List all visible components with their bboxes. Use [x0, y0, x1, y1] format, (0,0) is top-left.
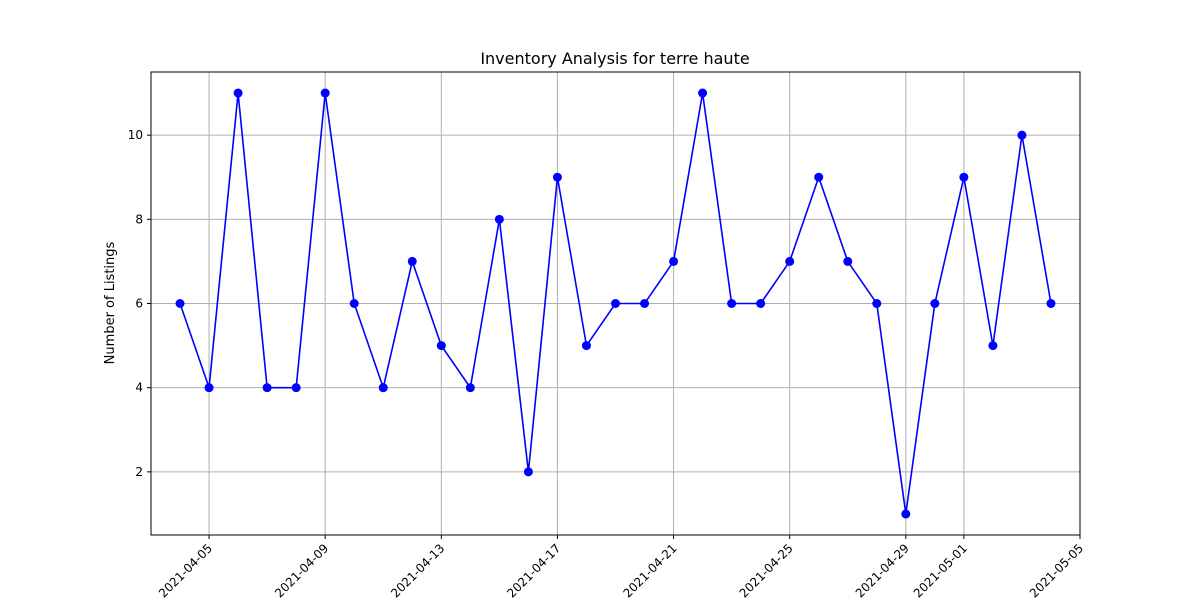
x-tick-label: 2021-04-21 [620, 541, 679, 600]
data-point [756, 299, 766, 308]
data-point [465, 383, 475, 393]
data-point [1017, 130, 1027, 140]
data-point [552, 172, 562, 182]
data-point [436, 341, 446, 351]
data-point [523, 467, 533, 477]
y-tick-label: 4 [135, 381, 143, 395]
data-point [233, 88, 243, 98]
data-point [814, 172, 824, 182]
x-tick-label: 2021-04-29 [853, 541, 912, 600]
y-tick-label: 8 [135, 212, 143, 226]
data-point [872, 299, 882, 308]
data-point [959, 172, 969, 182]
x-tick-label: 2021-05-01 [911, 541, 970, 600]
grid [151, 72, 1081, 535]
plot-frame [150, 71, 1081, 536]
data-point [640, 299, 650, 308]
x-tick-label: 2021-04-17 [504, 541, 563, 600]
data-point [988, 341, 998, 351]
data-point [1046, 299, 1056, 308]
data-point [785, 256, 795, 266]
x-tick-label: 2021-05-05 [1027, 541, 1086, 600]
data-point [349, 299, 359, 308]
x-tick-label: 2021-04-25 [737, 541, 796, 600]
data-point [930, 299, 940, 308]
series-layer [175, 88, 1056, 519]
x-tick-label: 2021-04-09 [272, 541, 331, 600]
data-point [262, 383, 272, 393]
data-point [407, 256, 417, 266]
data-point [901, 509, 911, 519]
data-point [843, 256, 853, 266]
y-tick-label: 10 [128, 128, 143, 142]
data-point [175, 299, 185, 308]
data-point [320, 88, 330, 98]
y-tick-label: 6 [135, 297, 143, 311]
data-point [611, 299, 620, 308]
x-axis-ticks: 2021-04-05 2021-04-09 2021-04-13 2021-04-17… [156, 535, 1086, 600]
data-point [669, 256, 679, 266]
x-tick-label: 2021-04-13 [388, 541, 447, 600]
data-point [494, 214, 504, 224]
data-point [291, 383, 301, 393]
data-point [204, 383, 214, 393]
x-tick-label: 2021-04-05 [156, 541, 215, 600]
y-axis-label: Number of Listings [103, 241, 118, 364]
y-tick-label: 2 [135, 465, 143, 479]
data-point [727, 299, 737, 308]
y-axis-ticks: 2 4 6 8 10 [128, 128, 151, 479]
data-point [378, 383, 388, 393]
chart-title: Inventory Analysis for terre haute [480, 49, 749, 68]
data-point [581, 341, 591, 351]
data-point [698, 88, 708, 98]
